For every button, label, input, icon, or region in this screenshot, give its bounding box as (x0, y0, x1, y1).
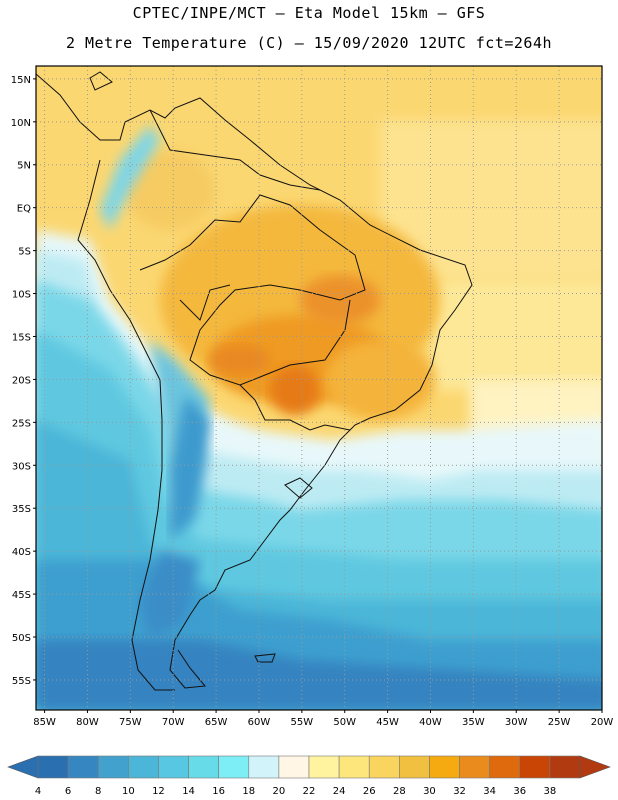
legend-swatch (188, 755, 219, 779)
legend-label: 36 (513, 786, 526, 797)
legend-swatch (399, 755, 430, 779)
legend-swatch (338, 755, 370, 779)
legend-label: 24 (333, 786, 346, 797)
legend-label: 8 (95, 786, 101, 797)
legend-label: 22 (303, 786, 316, 797)
lat-label: 15S (12, 332, 31, 343)
lat-label: 50S (12, 633, 31, 644)
legend-swatch (278, 755, 310, 779)
legend-label: 32 (453, 786, 466, 797)
lon-label: 25W (548, 717, 571, 728)
lon-label: 70W (162, 717, 185, 728)
lat-label: 20S (12, 375, 31, 386)
legend-swatch (248, 755, 280, 779)
legend-swatch (549, 755, 581, 779)
legend-label: 4 (35, 786, 41, 797)
legend-label: 6 (65, 786, 71, 797)
legend-swatch (158, 755, 189, 779)
lat-label: 10S (12, 290, 31, 301)
legend-label: 30 (423, 786, 436, 797)
lat-label: 15N (11, 75, 31, 86)
legend-arrow-low (7, 755, 39, 779)
legend-arrow-high (579, 755, 611, 779)
lat-label: 45S (12, 590, 31, 601)
lat-label: EQ (17, 204, 31, 215)
legend-label: 18 (242, 786, 255, 797)
longitude-labels: 85W 80W 75W 70W 65W 60W 55W 50W 45W 40W 35W 30W 25W 2… (33, 710, 613, 728)
lat-label: 55S (12, 676, 31, 687)
legend-label: 20 (273, 786, 286, 797)
lon-label: 20W (591, 717, 614, 728)
legend-swatch (128, 755, 159, 779)
legend-label: 26 (363, 786, 376, 797)
legend-label: 34 (483, 786, 496, 797)
lat-label: 10N (11, 118, 31, 129)
title-line-1: CPTEC/INPE/MCT – Eta Model 15km – GFS (132, 4, 486, 22)
legend-label: 12 (152, 786, 165, 797)
lon-label: 30W (505, 717, 528, 728)
latitude-labels: 15N 10N 5N EQ 5S 10S 15S 20S 25S 30S 35S 40S 45S 50S 5… (11, 75, 36, 687)
lon-label: 45W (376, 717, 399, 728)
legend-swatch (218, 755, 250, 779)
legend-swatch (519, 755, 551, 779)
legend-swatch (459, 755, 490, 779)
legend-swatch (429, 755, 460, 779)
legend-swatch (308, 755, 340, 779)
lat-label: 30S (12, 461, 31, 472)
lon-label: 35W (462, 717, 485, 728)
legend-label: 28 (393, 786, 406, 797)
lon-label: 75W (119, 717, 142, 728)
lon-label: 55W (291, 717, 314, 728)
lon-label: 60W (248, 717, 271, 728)
legend-swatch (97, 755, 129, 779)
legend-swatch (37, 755, 69, 779)
coastlines (36, 71, 473, 691)
map-field (36, 66, 602, 710)
legend-label: 38 (544, 786, 557, 797)
legend-swatch (368, 755, 400, 779)
legend-label: 10 (122, 786, 135, 797)
legend-label: 16 (212, 786, 225, 797)
legend-swatch (489, 755, 521, 779)
lat-label: 5N (17, 161, 31, 172)
lat-label: 5S (18, 247, 31, 258)
legend-swatch (67, 755, 99, 779)
lon-label: 80W (76, 717, 99, 728)
map-frame (35, 65, 603, 711)
lon-label: 40W (419, 717, 442, 728)
lat-label: 35S (12, 504, 31, 515)
title-line-2: 2 Metre Temperature (C) – 15/09/2020 12U… (65, 34, 553, 52)
lon-label: 85W (33, 717, 56, 728)
lat-label: 25S (12, 418, 31, 429)
legend-label: 14 (182, 786, 195, 797)
lon-label: 50W (333, 717, 356, 728)
lat-label: 40S (12, 547, 31, 558)
lon-label: 65W (205, 717, 228, 728)
